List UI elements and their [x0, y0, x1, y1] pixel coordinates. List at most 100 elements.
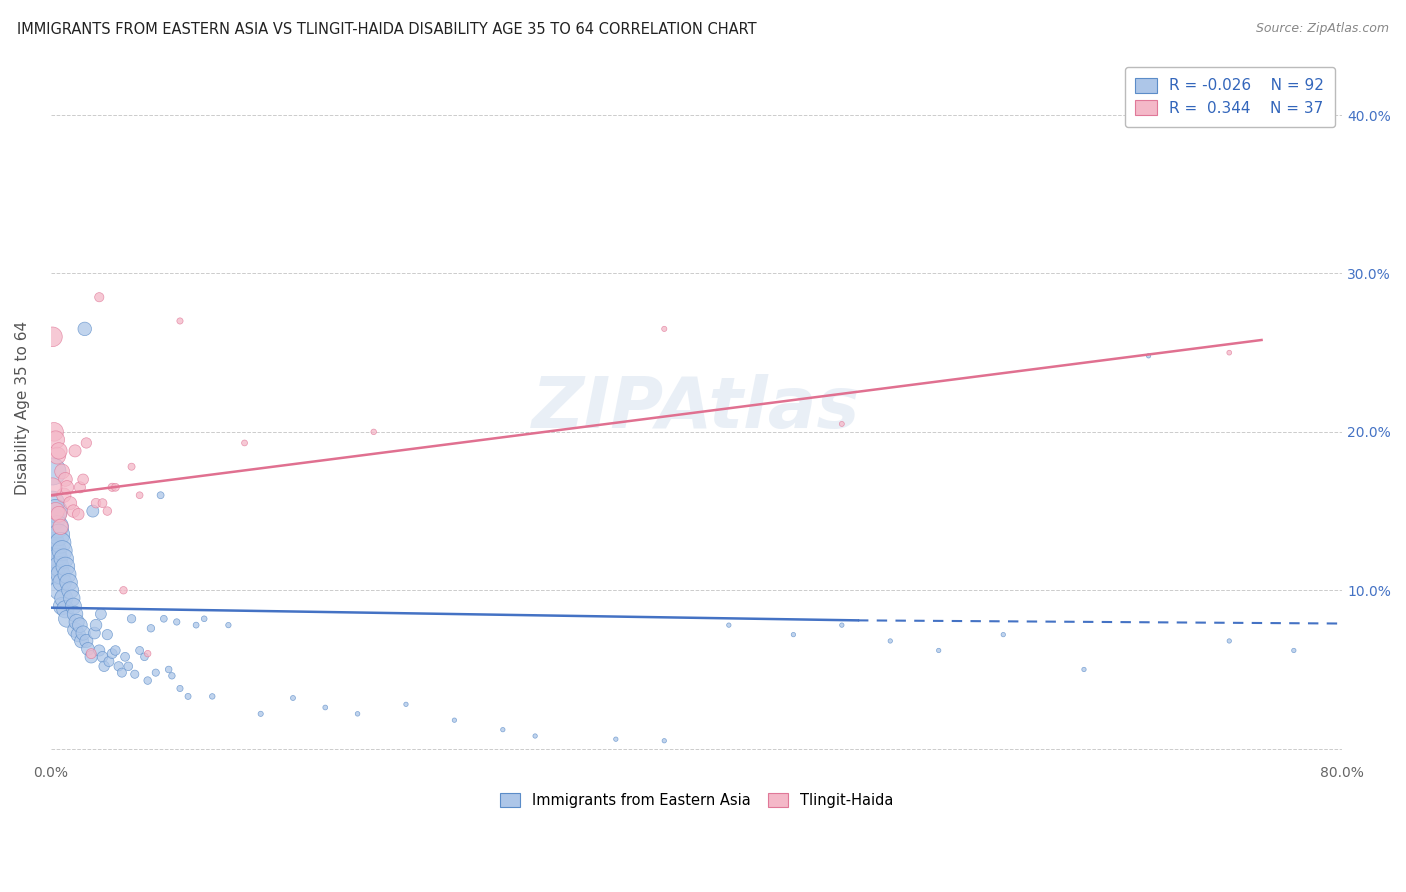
Point — [49, 567, 72, 582]
Point — [67, 627, 90, 641]
Point — [928, 643, 950, 657]
Point — [160, 669, 183, 683]
Point — [112, 583, 135, 598]
Point — [128, 643, 150, 657]
Point — [53, 602, 76, 616]
Point — [46, 449, 69, 463]
Point — [153, 612, 176, 626]
Point — [169, 314, 191, 328]
Point — [93, 659, 115, 673]
Text: ZIPAtlas: ZIPAtlas — [533, 374, 860, 442]
Point — [139, 621, 162, 635]
Point — [136, 673, 159, 688]
Point — [75, 436, 97, 450]
Point — [96, 504, 118, 518]
Point — [91, 649, 114, 664]
Point — [70, 634, 93, 648]
Point — [89, 643, 111, 657]
Point — [101, 480, 124, 494]
Point — [41, 330, 63, 344]
Point — [49, 535, 72, 549]
Point — [72, 626, 94, 640]
Point — [52, 551, 75, 566]
Point — [217, 618, 239, 632]
Point — [53, 472, 76, 486]
Point — [84, 618, 107, 632]
Point — [67, 507, 90, 521]
Point — [184, 618, 207, 632]
Point — [51, 575, 73, 590]
Point — [84, 496, 107, 510]
Point — [41, 480, 63, 494]
Point — [1218, 345, 1240, 359]
Point — [169, 681, 191, 696]
Point — [56, 480, 79, 494]
Point — [1282, 643, 1305, 657]
Point — [48, 443, 70, 458]
Point — [96, 627, 118, 641]
Point — [605, 732, 627, 747]
Point — [63, 607, 86, 621]
Point — [63, 443, 86, 458]
Point — [52, 488, 75, 502]
Point — [51, 465, 73, 479]
Point — [56, 567, 79, 582]
Point — [107, 659, 129, 673]
Point — [524, 729, 547, 743]
Point — [46, 520, 69, 534]
Point — [62, 504, 84, 518]
Point — [48, 528, 70, 542]
Point — [46, 551, 69, 566]
Point — [281, 691, 304, 706]
Point — [45, 543, 67, 558]
Point — [45, 504, 67, 518]
Point — [59, 583, 82, 598]
Point — [363, 425, 385, 439]
Point — [42, 512, 65, 526]
Point — [121, 612, 143, 626]
Point — [395, 698, 418, 712]
Point — [136, 647, 159, 661]
Point — [56, 612, 79, 626]
Point — [249, 706, 271, 721]
Point — [145, 665, 167, 680]
Point — [717, 618, 740, 632]
Point — [69, 618, 91, 632]
Point — [52, 591, 75, 606]
Point — [652, 733, 675, 747]
Point — [831, 417, 853, 431]
Point — [782, 627, 804, 641]
Point — [59, 496, 82, 510]
Point — [49, 520, 72, 534]
Point — [346, 706, 368, 721]
Point — [41, 465, 63, 479]
Point — [193, 612, 215, 626]
Point — [121, 459, 143, 474]
Point — [114, 649, 136, 664]
Point — [879, 634, 901, 648]
Point — [157, 663, 180, 677]
Point — [492, 723, 515, 737]
Point — [443, 713, 465, 727]
Point — [48, 583, 70, 598]
Point — [1218, 634, 1240, 648]
Point — [314, 700, 336, 714]
Point — [104, 480, 127, 494]
Point — [97, 655, 120, 669]
Point — [149, 488, 172, 502]
Point — [134, 649, 156, 664]
Point — [63, 623, 86, 637]
Point — [124, 667, 146, 681]
Point — [69, 480, 91, 494]
Point — [83, 626, 105, 640]
Legend: Immigrants from Eastern Asia, Tlingit-Haida: Immigrants from Eastern Asia, Tlingit-Ha… — [492, 786, 901, 815]
Point — [101, 647, 124, 661]
Text: IMMIGRANTS FROM EASTERN ASIA VS TLINGIT-HAIDA DISABILITY AGE 35 TO 64 CORRELATIO: IMMIGRANTS FROM EASTERN ASIA VS TLINGIT-… — [17, 22, 756, 37]
Point — [51, 543, 73, 558]
Point — [53, 559, 76, 574]
Point — [45, 567, 67, 582]
Point — [128, 488, 150, 502]
Point — [90, 607, 112, 621]
Y-axis label: Disability Age 35 to 64: Disability Age 35 to 64 — [15, 321, 30, 495]
Point — [831, 618, 853, 632]
